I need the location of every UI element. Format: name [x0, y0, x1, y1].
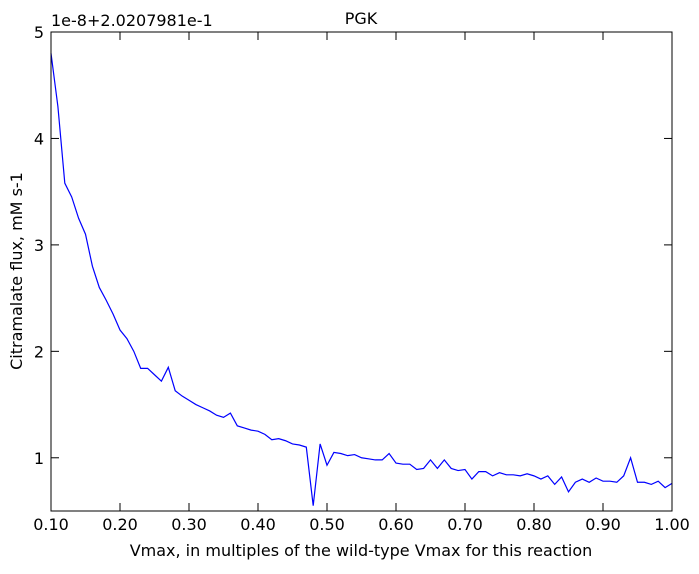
y-tick-label: 2: [34, 342, 44, 361]
x-tick-label: 0.80: [516, 515, 552, 534]
x-tick-label: 0.50: [309, 515, 345, 534]
x-tick-label: 0.70: [447, 515, 483, 534]
y-tick-label: 4: [34, 129, 44, 148]
y-tick-label: 5: [34, 23, 44, 42]
y-tick-label: 3: [34, 236, 44, 255]
x-tick-label: 0.20: [102, 515, 138, 534]
x-tick-label: 0.60: [378, 515, 414, 534]
x-tick-label: 0.90: [585, 515, 621, 534]
x-tick-label: 1.00: [654, 515, 690, 534]
plot-frame: [50, 31, 673, 512]
x-tick-label: 0.30: [171, 515, 207, 534]
data-line: [50, 53, 673, 506]
x-tick-label: 0.40: [240, 515, 276, 534]
y-axis-label: Citramalate flux, mM s-1: [7, 172, 26, 370]
x-tick-label: 0.10: [33, 515, 69, 534]
chart-title: PGK: [345, 9, 378, 28]
y-tick-label: 1: [34, 449, 44, 468]
x-axis-label: Vmax, in multiples of the wild-type Vmax…: [130, 541, 593, 560]
offset-text: 1e-8+2.0207981e-1: [51, 11, 213, 30]
